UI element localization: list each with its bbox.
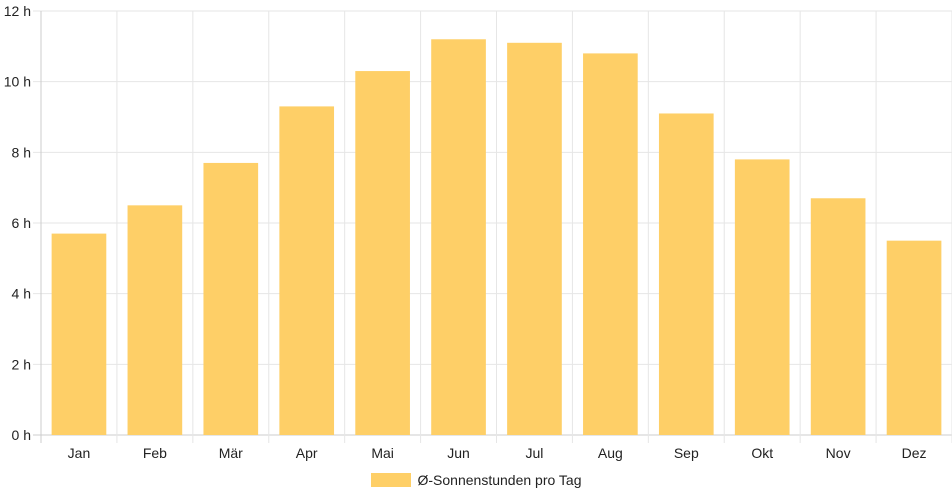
x-tick-label: Aug	[598, 445, 623, 461]
y-tick-label: 4 h	[12, 286, 31, 302]
x-tick-label: Okt	[751, 445, 773, 461]
x-tick-label: Mai	[371, 445, 394, 461]
bar[interactable]	[734, 159, 790, 435]
grid	[33, 10, 952, 443]
bar[interactable]	[279, 106, 335, 436]
bar[interactable]	[127, 205, 183, 435]
x-tick-label: Jun	[447, 445, 470, 461]
legend[interactable]: Ø-Sonnenstunden pro Tag	[0, 472, 952, 488]
bars	[51, 39, 942, 436]
y-tick-label: 12 h	[4, 3, 31, 19]
x-tick-label: Apr	[296, 445, 318, 461]
x-tick-label: Jan	[68, 445, 91, 461]
bar[interactable]	[507, 42, 562, 436]
bar[interactable]	[810, 198, 866, 435]
x-tick-label: Jul	[526, 445, 544, 461]
y-tick-label: 2 h	[12, 356, 31, 372]
legend-swatch	[370, 473, 411, 487]
axes: 0 h 2 h 4 h 6 h 8 h 10 h 12 h Jan Feb Mär Apr Mai Ju…	[4, 3, 927, 461]
bar-chart: 0 h 2 h 4 h 6 h 8 h 10 h 12 h Jan Feb Mär Apr Mai Ju…	[4, 3, 952, 461]
bar[interactable]	[203, 162, 259, 435]
x-tick-label: Nov	[826, 445, 851, 461]
x-tick-label: Feb	[143, 445, 167, 461]
bar[interactable]	[355, 71, 410, 436]
y-tick-label: 0 h	[12, 427, 31, 443]
legend-label: Ø-Sonnenstunden pro Tag	[417, 472, 582, 488]
y-tick-label: 10 h	[4, 74, 31, 90]
x-tick-label: Dez	[902, 445, 927, 461]
y-tick-label: 8 h	[12, 144, 31, 160]
x-tick-label: Sep	[674, 445, 699, 461]
bar[interactable]	[583, 53, 638, 436]
bar[interactable]	[658, 113, 714, 435]
y-tick-label: 6 h	[12, 215, 31, 231]
bar[interactable]	[51, 233, 107, 435]
x-tick-label: Mär	[219, 445, 243, 461]
bar[interactable]	[431, 39, 486, 436]
bar[interactable]	[886, 240, 942, 435]
